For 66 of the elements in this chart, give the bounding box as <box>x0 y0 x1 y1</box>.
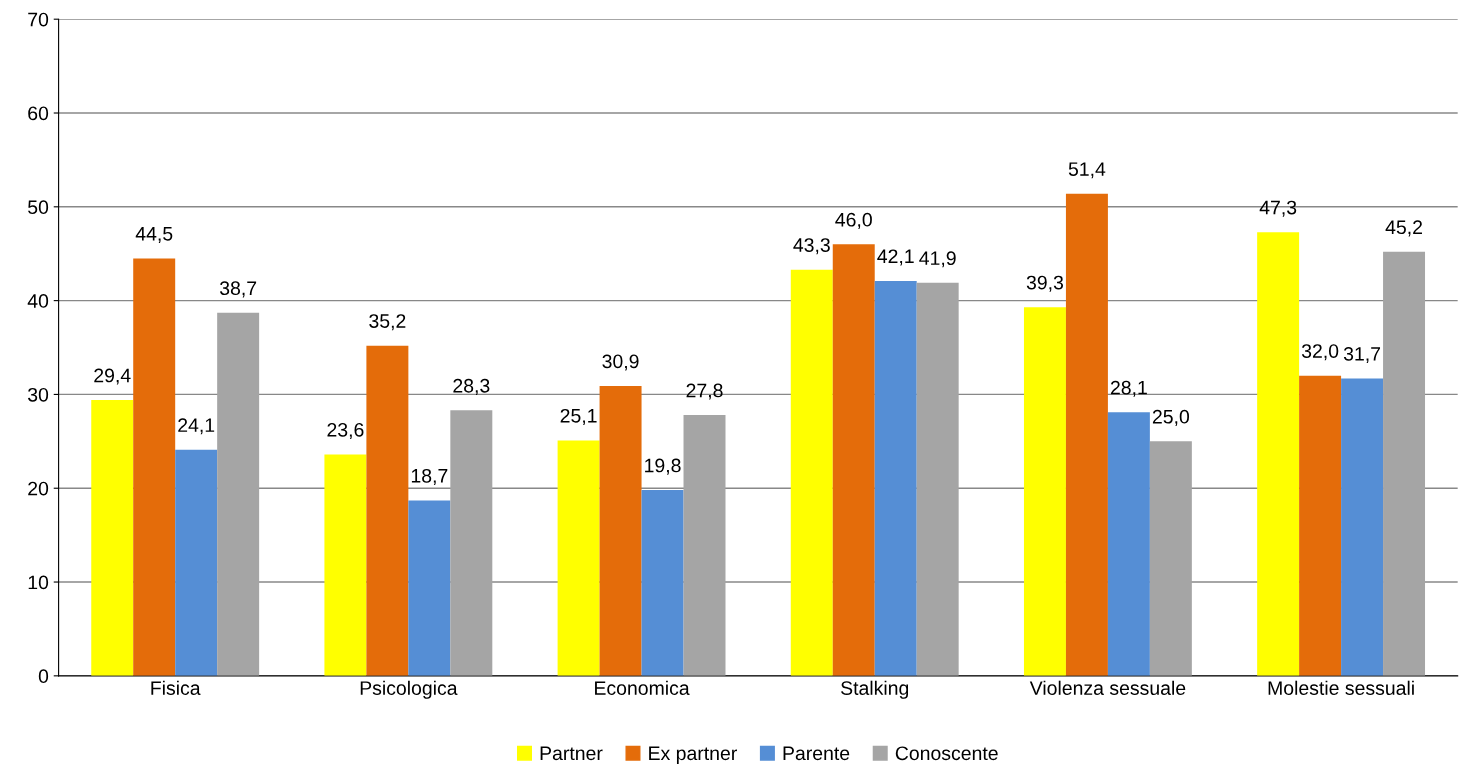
bar <box>1341 378 1384 676</box>
data-label: 32,0 <box>1301 344 1339 361</box>
bar <box>408 500 451 676</box>
bar <box>641 490 684 676</box>
x-tick-label: Stalking <box>841 680 909 699</box>
y-tick-label: 70 <box>28 12 49 27</box>
bar <box>683 415 726 676</box>
data-label: 51,4 <box>1068 162 1106 179</box>
data-label: 25,0 <box>1152 409 1190 426</box>
bar <box>324 454 367 676</box>
bar <box>1383 251 1426 676</box>
legend-label: Partner <box>540 746 603 761</box>
data-label: 28,1 <box>1110 380 1147 397</box>
data-label: 35,2 <box>369 314 406 331</box>
bar <box>1023 307 1066 676</box>
bar <box>91 400 134 676</box>
data-label: 31,7 <box>1343 346 1381 364</box>
data-label: 23,6 <box>327 422 364 440</box>
bar <box>874 280 917 676</box>
y-tick-label: 40 <box>27 294 49 308</box>
data-label: 19,8 <box>645 458 681 475</box>
bar <box>557 440 600 676</box>
data-label: 30,9 <box>602 354 639 371</box>
data-label: 28,3 <box>453 378 490 395</box>
legend-label: Conoscente <box>895 746 998 761</box>
data-label: 44,5 <box>135 227 173 243</box>
data-label: 24,1 <box>178 418 215 435</box>
data-label: 42,1 <box>877 249 914 266</box>
data-label: 29,4 <box>94 368 131 385</box>
bar <box>175 449 218 676</box>
bar <box>916 282 959 676</box>
bar <box>1065 193 1108 676</box>
bar <box>790 269 833 676</box>
bar <box>1149 441 1192 676</box>
legend-label: Parente <box>783 746 850 761</box>
data-label: 45,2 <box>1385 220 1422 237</box>
bar <box>832 244 875 676</box>
legend-label: Ex partner <box>649 746 737 764</box>
bar <box>599 385 642 676</box>
y-tick-label: 50 <box>28 200 49 215</box>
bar <box>1257 232 1300 676</box>
bar <box>217 312 260 676</box>
y-tick-label: 60 <box>28 106 49 121</box>
y-tick-label: 10 <box>28 575 49 590</box>
x-tick-label: Fisica <box>151 680 201 695</box>
x-tick-label: Violenza sessuale <box>1029 680 1186 695</box>
data-label: 46,0 <box>835 212 872 229</box>
data-label: 41,9 <box>919 251 956 268</box>
data-label: 43,3 <box>793 238 830 255</box>
y-tick-label: 0 <box>38 669 49 684</box>
data-label: 27,8 <box>686 383 723 400</box>
data-label: 39,3 <box>1026 275 1064 292</box>
bar <box>450 410 493 676</box>
x-tick-label: Molestie sessuali <box>1268 680 1414 695</box>
bar <box>1107 412 1150 676</box>
data-label: 47,3 <box>1259 200 1297 217</box>
data-label: 25,1 <box>560 408 597 425</box>
y-tick-label: 20 <box>28 481 49 496</box>
bar <box>133 258 176 676</box>
x-tick-label: Psicologica <box>360 680 458 699</box>
bar <box>366 345 409 676</box>
x-tick-label: Economica <box>595 680 690 695</box>
data-label: 38,7 <box>219 281 257 298</box>
data-label: 18,7 <box>411 468 448 485</box>
y-tick-label: 30 <box>27 387 49 402</box>
bar <box>1299 375 1342 676</box>
